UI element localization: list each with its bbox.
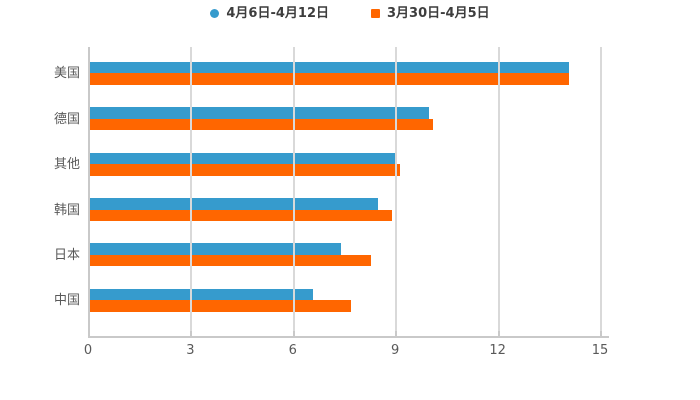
- x-tick-mark: [497, 331, 500, 336]
- category-label: 德国: [53, 111, 80, 127]
- x-tick-label: 12: [489, 343, 506, 358]
- bar: [88, 243, 341, 255]
- legend-item-week1[interactable]: 3月30日-4月5日: [371, 7, 490, 20]
- x-tick-label: 6: [288, 343, 297, 358]
- x-axis-line: [88, 336, 609, 338]
- x-tick-mark: [190, 331, 193, 336]
- bar: [88, 209, 392, 221]
- plot-area: [88, 47, 602, 337]
- x-tick-mark: [88, 331, 90, 336]
- category-label: 中国: [53, 293, 80, 309]
- category-label: 日本: [53, 247, 80, 263]
- x-tick-label: 3: [186, 343, 195, 358]
- legend-item-week2[interactable]: 4月6日-4月12日: [210, 7, 329, 20]
- x-tick-label: 0: [83, 343, 93, 358]
- bar: [88, 73, 570, 85]
- bar: [88, 254, 372, 267]
- bar: [88, 107, 430, 119]
- bar: [88, 164, 401, 176]
- category-label: 美国: [53, 66, 80, 82]
- bar: [88, 288, 314, 301]
- x-tick-mark: [395, 331, 398, 336]
- gridline: [190, 47, 193, 337]
- bar: [88, 118, 433, 131]
- bar: [88, 198, 379, 210]
- bar: [88, 152, 397, 165]
- gridline: [292, 47, 295, 337]
- legend-marker-circle-icon: [210, 9, 220, 18]
- category-label: 韩国: [53, 202, 80, 218]
- x-tick-mark: [600, 331, 602, 336]
- gridline: [497, 47, 500, 337]
- x-tick-label: 9: [391, 343, 400, 358]
- gridline: [395, 47, 398, 337]
- legend: 4月6日-4月12日 3月30日-4月5日: [0, 7, 700, 20]
- legend-label: 3月30日-4月5日: [387, 6, 490, 21]
- legend-label: 4月6日-4月12日: [226, 6, 329, 21]
- gridline: [600, 47, 602, 337]
- bar: [88, 300, 351, 312]
- x-tick-mark: [292, 331, 295, 336]
- legend-marker-square-icon: [371, 9, 380, 18]
- x-tick-label: 15: [591, 343, 609, 358]
- category-label: 其他: [53, 157, 80, 173]
- bar: [88, 61, 570, 74]
- y-axis-line: [88, 47, 90, 337]
